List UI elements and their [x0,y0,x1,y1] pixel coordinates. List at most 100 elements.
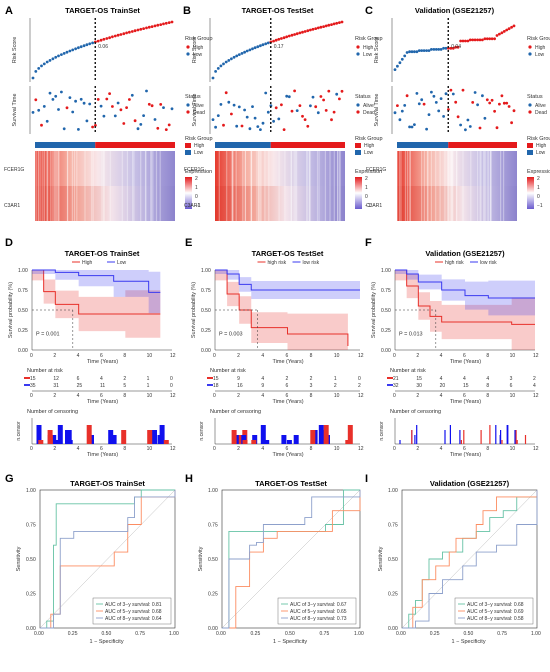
censor-bar-D [121,430,127,444]
survival-point-A [153,118,157,121]
censor-xtick-E: 12 [358,446,364,452]
risk-point-B [306,29,310,33]
risk-point-A [142,27,146,30]
at-risk-low-F: 20 [440,383,446,389]
heatmap-cell [232,151,234,221]
heatmap-cell [309,151,311,221]
legend-expression-title-A: Expression [185,169,212,175]
risk-point-B [340,20,344,24]
heatmap-cell [126,151,128,221]
panel-title-I: Validation (GSE21257) [430,479,510,488]
km-pvalue-D: P = 0.001 [36,332,60,338]
roc-ytick-H: 1.00 [208,488,218,494]
heatmap-cell [218,151,220,221]
heatmap-cell [145,151,147,221]
risk-point-C [434,48,438,51]
at-risk-high-D: 15 [30,376,36,382]
survival-point-B [259,128,262,132]
at-risk-xtick-F: 6 [463,393,466,399]
heatmap-cell [155,151,158,221]
risk-point-A [62,52,66,55]
at-risk-high-E: 2 [310,376,313,382]
risk-point-A [77,46,80,50]
risk-point-A [65,50,69,54]
censor-title-D: Number of censoring [27,409,78,415]
risk-point-A [31,76,35,80]
at-risk-high-E: 2 [286,376,289,382]
roc-legend-I-1: AUC of 5−y survival: 0.69 [467,609,524,615]
heatmap-cell [102,151,105,221]
survival-point-C [400,109,404,113]
risk-point-A [45,60,49,64]
km-curve-E-1 [215,269,360,291]
risk-point-A [79,45,83,49]
panel-title-H: TARGET-OS TestSet [255,479,327,488]
survival-point-B [274,106,278,110]
risk-point-A [167,21,171,24]
roc-ylabel-H: Sensitivity [198,546,204,571]
censor-bar-D [159,425,165,444]
risk-point-C [451,46,455,50]
heatmap-cell [140,151,142,221]
survival-point-A [164,128,168,132]
heatmap-cell [76,151,78,221]
group-bar-low-C [397,142,449,148]
km-pvalue-E: P = 0.003 [219,332,243,338]
roc-ylabel-I: Sensitivity [378,546,384,571]
roc-ytick-G: 0.25 [26,592,36,598]
heatmap-cell [306,151,308,221]
censor-xlabel-D: Time (Years) [87,452,118,458]
censor-bar-F [499,435,501,444]
km-legend-low-E: low risk [303,260,320,266]
risk-point-C [415,50,419,54]
risk-point-A [150,25,154,28]
heatmap-cell [448,151,450,221]
at-risk-xtick-E: 2 [237,393,240,399]
risk-point-C [510,25,513,29]
censor-bar-F [449,425,451,444]
survival-point-B [285,94,289,98]
censor-bar-D [147,430,153,444]
km-ytick-F: 0.75 [381,288,391,294]
legend-group-title-C: Risk Group [527,136,550,142]
group-bar-high-A [95,142,175,148]
censor-xtick-E: 4 [261,446,264,452]
gene-label-2-B: C3AR1 [184,203,200,209]
expression-tick-A: 0 [195,194,198,200]
censor-xtick-D: 12 [170,446,176,452]
roc-diagonal-H [221,489,361,629]
risk-score-ylabel-C: Risk Score [374,37,380,64]
survival-point-A [65,106,69,110]
risk-point-B [253,46,257,50]
censor-bar-E [347,425,353,444]
km-ci-band-D-0 [32,270,161,343]
survival-point-A [62,127,66,131]
heatmap-cell [152,151,154,221]
risk-point-B [256,45,260,49]
survival-ylabel-B: Survival Time [192,93,198,126]
survival-point-B [256,125,260,128]
risk-point-A [51,57,55,61]
roc-ytick-I: 1.00 [388,488,398,494]
roc-ytick-I: 0.75 [388,523,398,529]
risk-point-A [119,33,123,36]
survival-point-A [60,90,63,94]
heatmap-cell [38,151,40,221]
km-xtick-E: 2 [237,353,240,359]
survival-point-B [245,115,249,119]
at-risk-title-E: Number at risk [210,368,246,374]
heatmap-row1-C [397,151,517,186]
at-risk-low-E: 9 [261,383,264,389]
survival-point-A [57,108,60,111]
legend-dead-C: Dead [535,110,547,116]
risk-point-A [88,42,92,46]
survival-point-C [466,118,470,122]
at-risk-xtick-E: 10 [334,393,340,399]
heatmap-cell [451,151,453,221]
heatmap-cell [452,151,454,221]
roc-xtick-H: 0.75 [320,631,330,637]
heatmap-cell [50,151,52,221]
survival-point-C [420,98,424,102]
survival-point-C [398,118,402,122]
roc-curve-I-0 [402,490,538,629]
